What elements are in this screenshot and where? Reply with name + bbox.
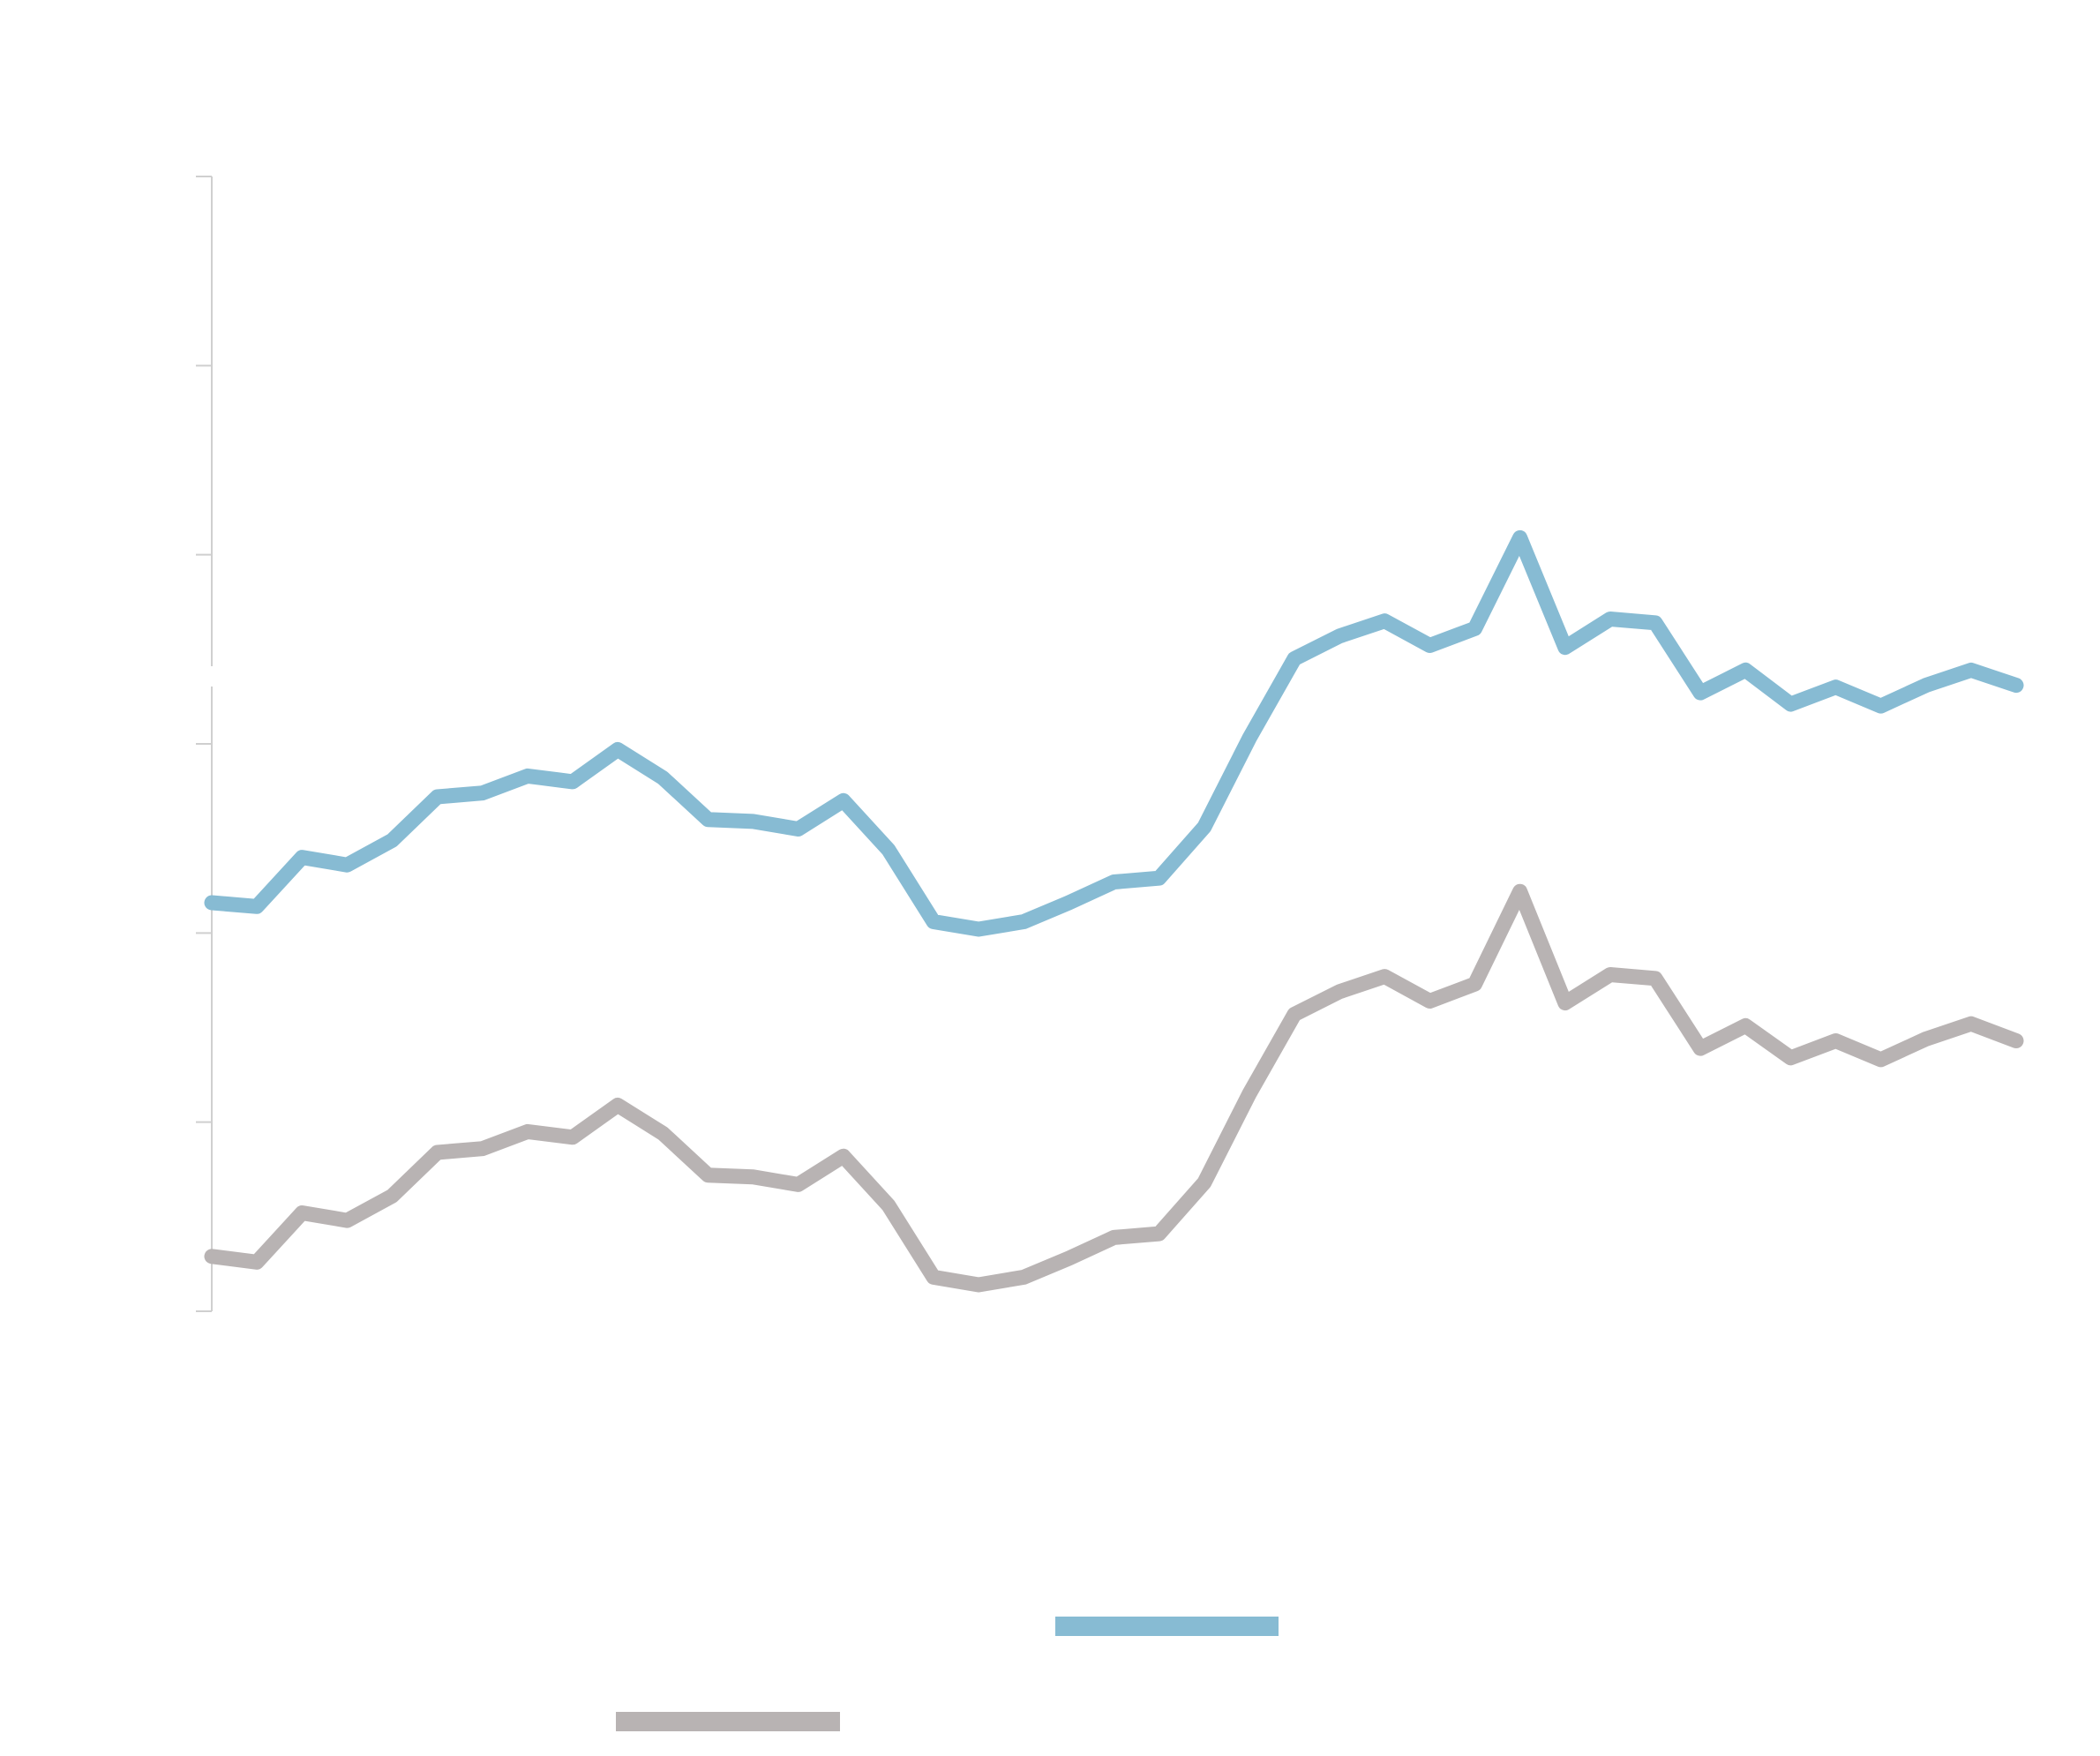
series-lines [204, 529, 2024, 1293]
legend [616, 1617, 1279, 1731]
y-axis [196, 176, 213, 1312]
series-line-2 [204, 883, 2024, 1293]
legend-swatch-2 [616, 1712, 840, 1731]
legend-swatch-1 [1055, 1617, 1279, 1636]
series-line-1 [204, 529, 2024, 937]
